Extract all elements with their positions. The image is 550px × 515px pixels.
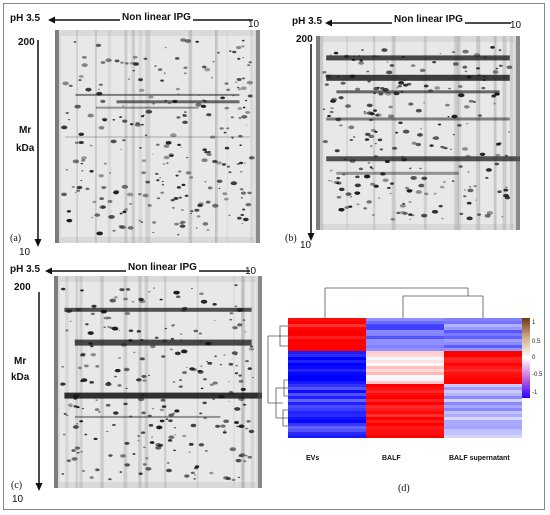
heatmap-column-label-balf-supernatant: BALF supernatant: [449, 455, 510, 462]
mr-label: Mr: [14, 356, 27, 367]
kda-label: kDa: [16, 143, 35, 154]
ipg-label: Non linear IPG: [126, 262, 199, 273]
mr-bottom-label: 10: [300, 240, 312, 251]
gel-image-a: [55, 30, 260, 243]
ipg-label: Non linear IPG: [392, 14, 465, 25]
panel-label-a: (a): [10, 233, 22, 244]
colorbar-tick: 1: [532, 320, 536, 326]
panel-label-d: (d): [398, 483, 410, 494]
kda-label: kDa: [11, 372, 30, 383]
mr-bottom-label: 10: [19, 247, 31, 258]
panel-label-b: (b): [285, 233, 297, 244]
ph-end-label: 10: [510, 20, 522, 31]
heatmap-column-label-evs: EVs: [306, 455, 320, 462]
gel-image-c: [54, 276, 262, 488]
figure-frame: [3, 3, 545, 510]
colorbar-tick: -1: [532, 390, 538, 396]
gel-image-b: [316, 36, 520, 230]
mr-arrow: [34, 40, 42, 247]
colorbar-tick: -0.5: [532, 372, 543, 378]
ph-start-label: pH 3.5: [10, 13, 41, 24]
mr-label: Mr: [19, 125, 32, 136]
ph-start-label: pH 3.5: [10, 264, 41, 275]
mr-top-label: 200: [14, 282, 31, 293]
ph-end-label: 10: [248, 19, 260, 30]
mr-arrow: [35, 292, 43, 491]
mr-top-label: 200: [296, 34, 313, 45]
colorbar-tick: 0.5: [532, 339, 541, 345]
ph-end-label: 10: [245, 266, 257, 277]
mr-top-label: 200: [18, 37, 35, 48]
ipg-label: Non linear IPG: [120, 12, 193, 23]
colorbar: [522, 318, 530, 398]
ph-start-label: pH 3.5: [292, 16, 323, 27]
mr-arrow: [307, 44, 315, 241]
colorbar-tick: 0: [532, 355, 536, 361]
heatmap-column-label-balf: BALF: [382, 455, 401, 462]
dendrogram: [267, 287, 484, 427]
mr-bottom-label: 10: [12, 494, 24, 505]
panel-label-c: (c): [11, 480, 23, 491]
heatmap-grid: [288, 318, 522, 439]
